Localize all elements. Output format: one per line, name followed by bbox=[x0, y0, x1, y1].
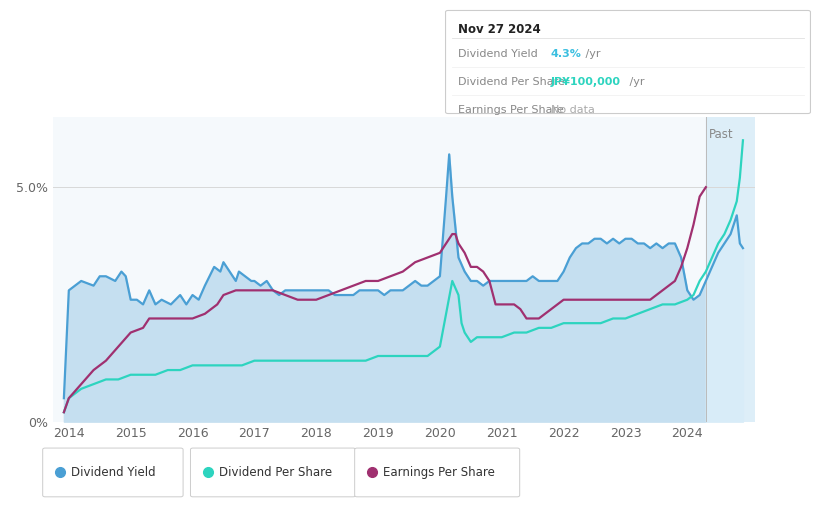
Text: /yr: /yr bbox=[626, 77, 644, 87]
Text: JP¥100,000: JP¥100,000 bbox=[551, 77, 621, 87]
Text: Past: Past bbox=[709, 128, 733, 141]
Text: Dividend Yield: Dividend Yield bbox=[458, 49, 538, 58]
Text: Dividend Per Share: Dividend Per Share bbox=[458, 77, 565, 87]
Text: 4.3%: 4.3% bbox=[551, 49, 581, 58]
Bar bbox=[706, 117, 755, 422]
Text: No data: No data bbox=[551, 105, 594, 115]
Text: /yr: /yr bbox=[582, 49, 600, 58]
Text: Nov 27 2024: Nov 27 2024 bbox=[458, 23, 540, 36]
Text: Dividend Per Share: Dividend Per Share bbox=[219, 466, 333, 479]
Text: Earnings Per Share: Earnings Per Share bbox=[383, 466, 495, 479]
Text: Earnings Per Share: Earnings Per Share bbox=[458, 105, 563, 115]
Text: Dividend Yield: Dividend Yield bbox=[71, 466, 156, 479]
